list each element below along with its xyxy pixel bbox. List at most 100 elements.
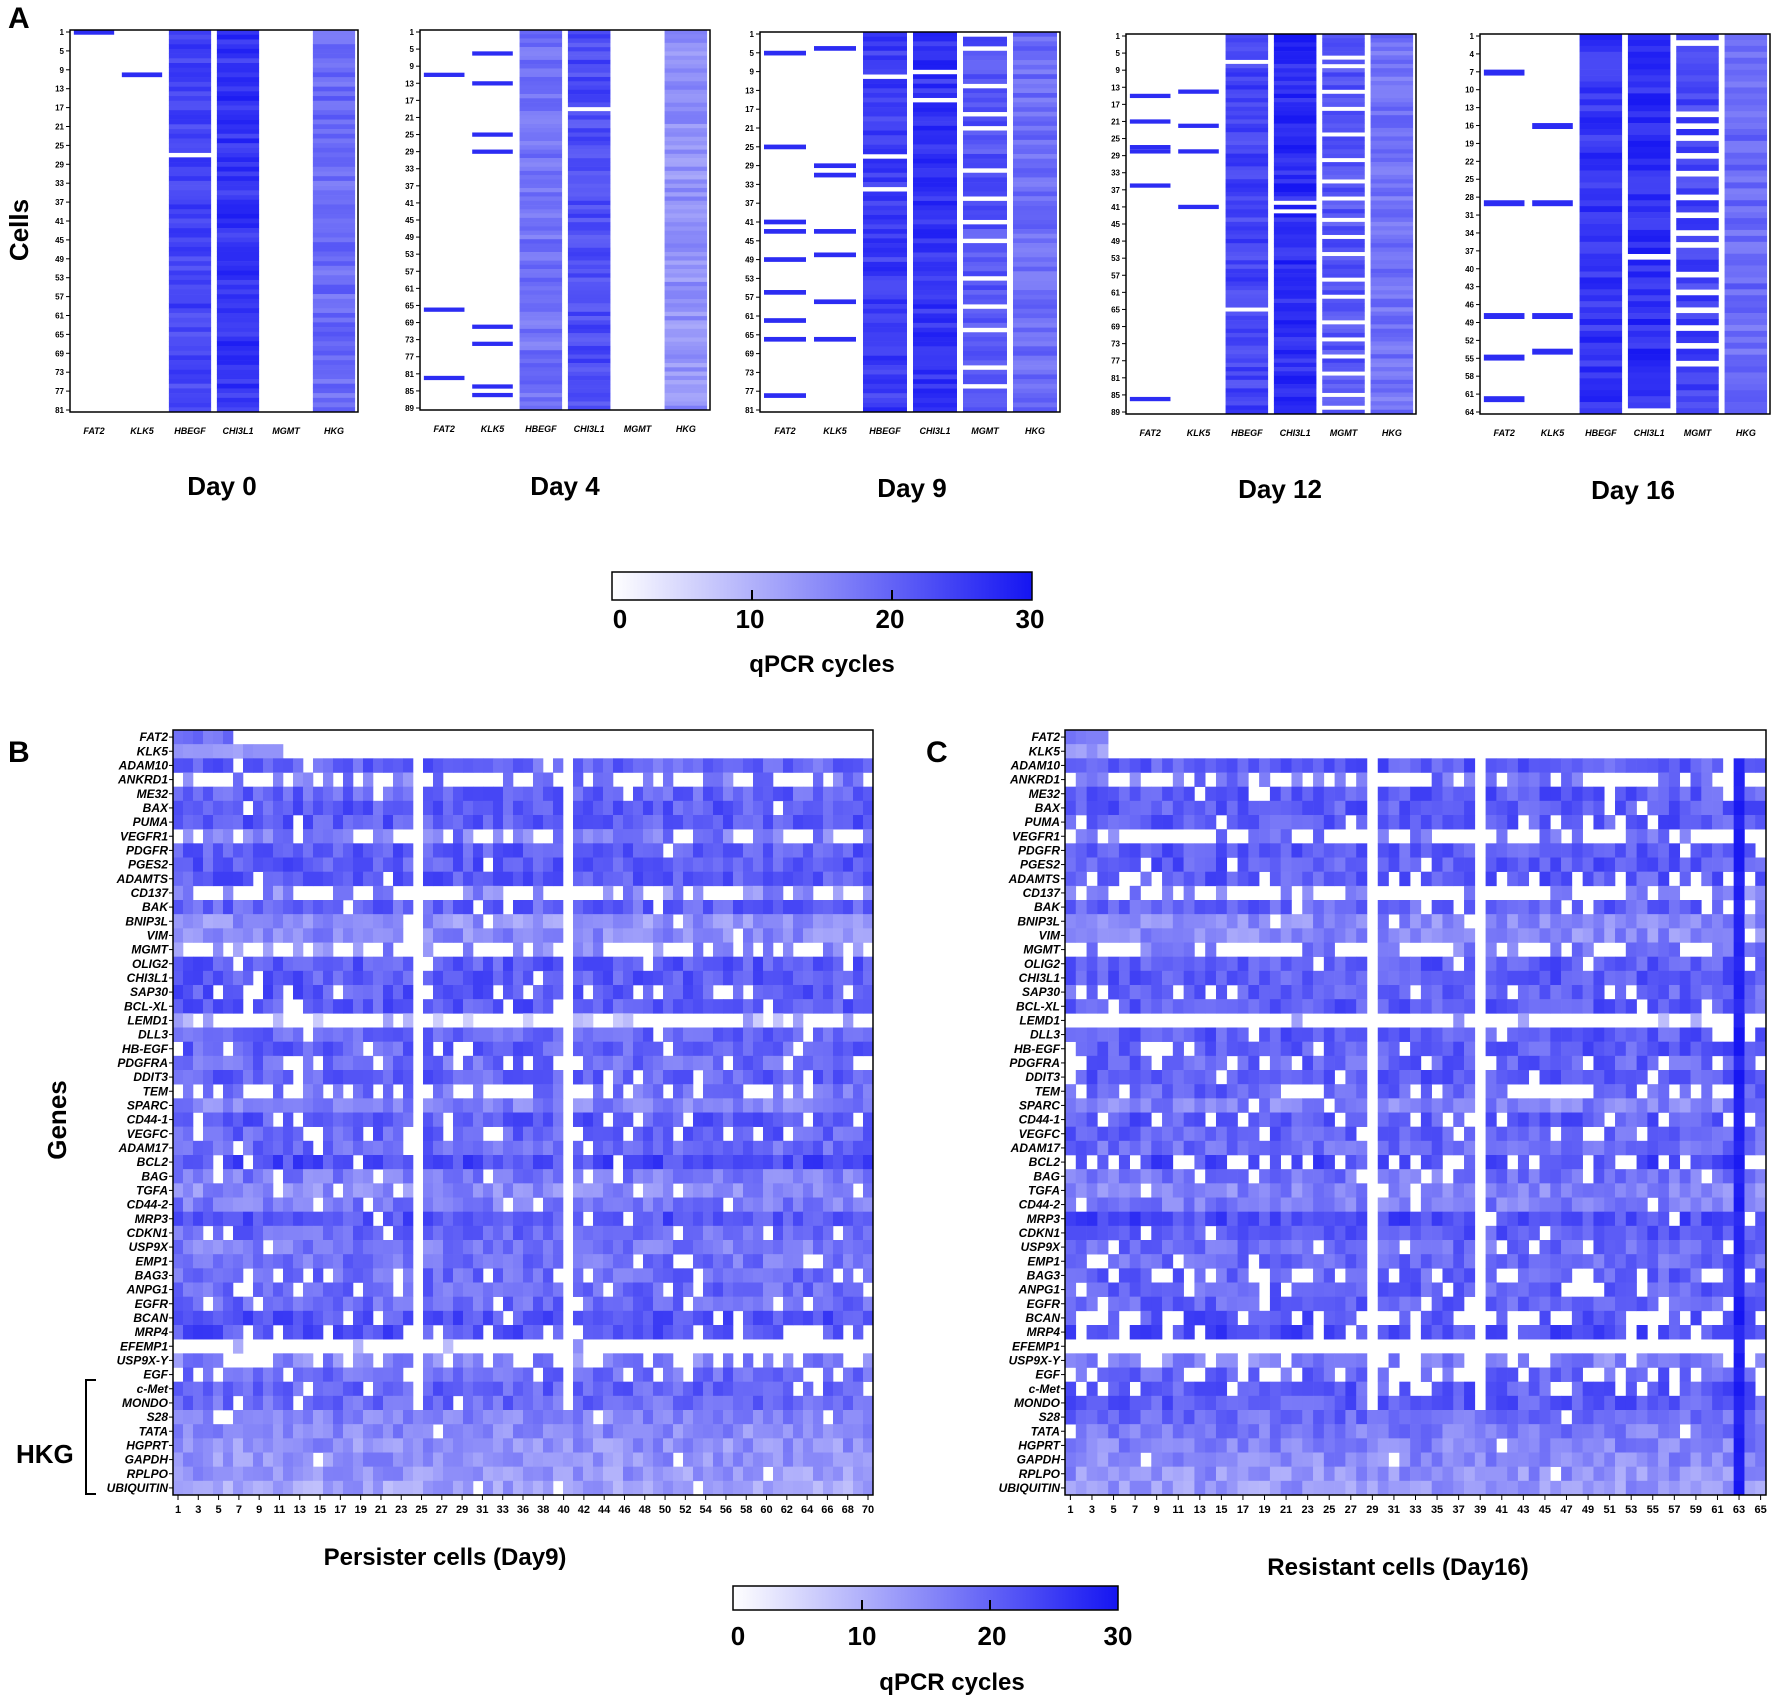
heatmap-cell	[733, 1084, 744, 1099]
heatmap-cell	[763, 1452, 774, 1467]
heatmap-cell	[168, 209, 212, 215]
heatmap-cell	[664, 158, 708, 163]
heatmap-cell	[567, 196, 611, 202]
heatmap-cell	[393, 1098, 404, 1113]
heatmap-cell	[1627, 123, 1671, 130]
heatmap-cell	[693, 1310, 704, 1326]
heatmap-cell	[664, 298, 708, 304]
heatmap-cell	[253, 1325, 264, 1340]
heatmap-cell	[1579, 289, 1623, 296]
heatmap-cell	[603, 970, 614, 986]
heatmap-cell	[363, 1240, 374, 1255]
heatmap-cell	[713, 871, 724, 887]
heatmap-cell	[373, 1296, 384, 1312]
heatmap-cell	[567, 47, 611, 52]
heatmap-cell	[863, 177, 907, 183]
heatmap-cell	[513, 786, 524, 802]
heatmap-cell	[833, 970, 844, 986]
gene-label: MRP4	[135, 1325, 169, 1339]
heatmap-cell	[763, 1155, 774, 1170]
heatmap-cell	[703, 970, 714, 986]
heatmap-cell	[353, 1268, 364, 1283]
heatmap-cell	[423, 914, 434, 929]
heatmap-cell	[673, 970, 684, 986]
heatmap-cell	[273, 1480, 284, 1496]
heatmap-cell	[168, 166, 212, 172]
heatmap-cell	[843, 1282, 854, 1297]
col-tick-label: 31	[476, 1504, 488, 1516]
heatmap-cell	[1322, 311, 1365, 317]
heatmap-cell	[1013, 144, 1057, 150]
heatmap-cell	[503, 815, 514, 830]
heatmap-cell	[843, 900, 854, 915]
heatmap-cell	[1273, 136, 1317, 142]
heatmap-cell	[663, 1353, 674, 1368]
heatmap-cell	[343, 1268, 354, 1283]
heatmap-cell	[713, 1126, 724, 1142]
heatmap-cell	[373, 885, 384, 901]
heatmap-cell	[663, 1424, 674, 1439]
heatmap-cell	[573, 1466, 584, 1482]
colorbar-top-title: qPCR cycles	[749, 651, 894, 678]
heatmap-cell	[643, 1084, 654, 1099]
heatmap-cell	[593, 1268, 604, 1283]
heatmap-cell	[433, 985, 444, 1000]
gene-label: c-Met	[137, 1382, 169, 1396]
heatmap-cell	[343, 1112, 354, 1127]
heatmap-cell	[533, 758, 544, 773]
heatmap-cell	[853, 1381, 864, 1397]
heatmap-cell	[843, 857, 854, 872]
heatmap-cell	[173, 1169, 184, 1184]
heatmap-cell	[653, 1466, 664, 1482]
heatmap-cell	[843, 1367, 854, 1382]
heatmap-cell	[533, 1169, 544, 1184]
heatmap-cell	[1627, 247, 1671, 254]
heatmap-cell	[703, 1424, 714, 1439]
heatmap-cell	[523, 1013, 534, 1028]
heatmap-cell	[543, 970, 554, 986]
heatmap-cell	[233, 857, 244, 872]
heatmap-cell	[863, 219, 907, 225]
heatmap-cell	[483, 1140, 494, 1156]
heatmap-cell	[503, 1027, 514, 1042]
heatmap-cell	[813, 1296, 824, 1312]
heatmap-cell	[243, 829, 254, 844]
heatmap-cell	[673, 928, 684, 943]
heatmap-cell	[216, 171, 260, 177]
heatmap-cell	[273, 956, 284, 972]
heatmap-cell	[213, 1438, 224, 1453]
heatmap-cell	[913, 280, 957, 286]
heatmap-cell	[543, 1183, 554, 1198]
heatmap-cell	[963, 186, 1007, 192]
heatmap-cell	[643, 1381, 654, 1397]
heatmap-cell	[693, 1367, 704, 1382]
heatmap-cell	[664, 170, 708, 176]
heatmap-cell	[473, 1183, 484, 1198]
gene-label: USP9X	[129, 1240, 169, 1254]
heatmap-cell	[1225, 238, 1269, 244]
heatmap-cell	[453, 1268, 464, 1283]
heatmap-cell	[523, 1410, 534, 1425]
heatmap-cell	[963, 177, 1007, 183]
heatmap-cell	[433, 1282, 444, 1297]
heatmap-cell	[453, 1480, 464, 1496]
heatmap-cell	[963, 247, 1007, 253]
heatmap-cell	[233, 815, 244, 830]
heatmap-cell	[253, 1381, 264, 1397]
heatmap-cell	[1579, 75, 1623, 82]
heatmap-cell	[223, 970, 234, 986]
heatmap-cell	[513, 1452, 524, 1467]
heatmap-cell	[863, 900, 874, 915]
heatmap-cell	[783, 956, 794, 972]
heatmap-cell	[283, 786, 294, 802]
heatmap-cell	[823, 1211, 834, 1227]
heatmap-cell	[664, 328, 708, 334]
heatmap-cell	[1579, 330, 1623, 338]
heatmap-cell	[1013, 83, 1057, 89]
heatmap-cell	[913, 369, 957, 375]
heatmap-cell	[433, 786, 444, 802]
heatmap-cell	[1370, 273, 1414, 278]
heatmap-cell	[383, 942, 394, 957]
heatmap-cell	[664, 162, 708, 167]
heatmap-cell	[343, 1254, 354, 1269]
